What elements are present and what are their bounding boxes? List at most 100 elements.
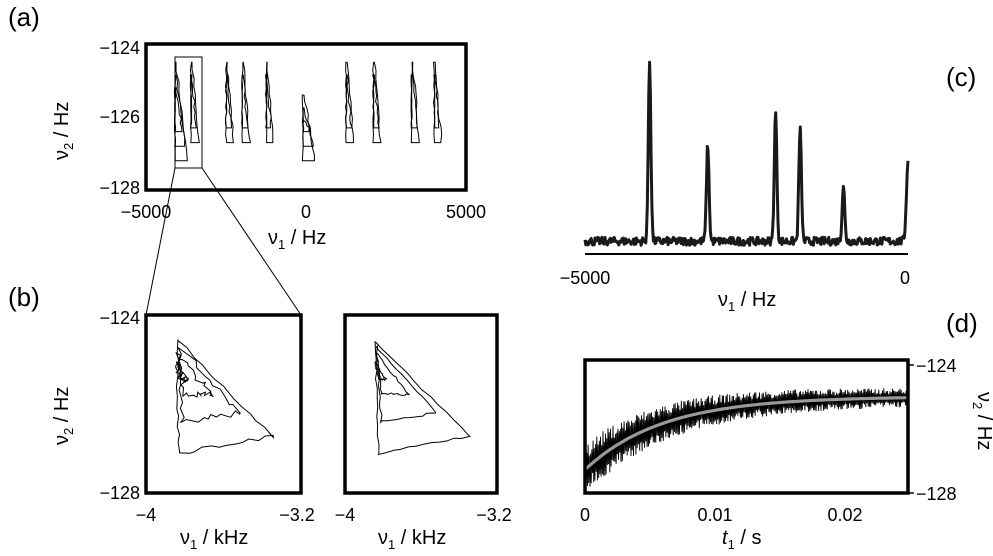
panel-a-ylabel: ν2 / Hz <box>51 102 76 160</box>
panel-d-ytick-1: −124 <box>916 356 957 376</box>
panel-a-contour-2-0 <box>224 61 234 144</box>
panel-b-left-xtick-1: −4 <box>136 505 157 525</box>
panel-b-right-contour-2 <box>375 352 410 396</box>
panel-d-data-trace <box>585 388 908 488</box>
zoom-box <box>174 56 203 169</box>
panel-a-ytick-3: −128 <box>99 178 140 198</box>
panel-a-ytick-1: −124 <box>99 38 140 58</box>
panel-a-xtick-3: 5000 <box>446 202 486 222</box>
panel-a-contour-3-1 <box>241 74 249 129</box>
panel-a-contour-8-0 <box>410 61 420 144</box>
panel-b-left-contours <box>175 339 274 454</box>
panel-a-contour-9-1 <box>433 74 440 129</box>
panel-a-contour-0-1 <box>173 74 186 147</box>
panel-b-right-xlabel-main: ν <box>378 527 388 549</box>
panel-a-contour-7-0 <box>372 61 382 144</box>
panel-b-left-contour-1 <box>176 346 241 424</box>
panel-a-contour-6-0 <box>345 61 355 144</box>
panel-b-left-xtick-2: −3.2 <box>279 505 315 525</box>
panel-d-xtick-2: 0.01 <box>697 505 732 525</box>
panel-d-xlabel: t1 / s <box>722 527 761 552</box>
panel-d-xlabel-sub: 1 <box>728 537 735 552</box>
panel-a-ylabel-unit: / Hz <box>51 102 73 143</box>
panel-b-right-xlabel-unit: / kHz <box>395 527 446 549</box>
panel-d-xlabel-unit: / s <box>735 527 762 549</box>
panel-d-ylabel: ν2 / Hz <box>970 392 993 450</box>
panel-b-right-xtick-2: −3.2 <box>476 505 512 525</box>
panel-a-contour-1-0 <box>189 61 200 144</box>
panel-a-contour-5-2 <box>301 120 312 133</box>
panel-b-left-ylabel-sub: 2 <box>61 428 76 435</box>
panel-a-label: (a) <box>8 2 40 32</box>
panel-c-xlabel-main: ν <box>718 289 728 311</box>
panel-c-xlabel: ν1 / Hz <box>718 289 776 314</box>
panel-a-frame <box>144 42 468 192</box>
panel-b-left-contour-0 <box>175 339 274 454</box>
panel-b-left-ylabel-unit: / Hz <box>51 387 73 428</box>
panel-b-right-contour-0 <box>374 340 471 456</box>
panel-c-spectrum <box>583 60 910 247</box>
panel-c-label: (c) <box>946 62 976 92</box>
panel-d-fit-curve <box>585 396 908 471</box>
panel-d-ylabel-sub: 2 <box>970 402 985 409</box>
panel-d-label: (d) <box>946 308 978 338</box>
panel-b-right-xlabel-sub: 1 <box>388 537 395 552</box>
panel-a-contour-4-1 <box>264 74 272 129</box>
panel-b-right-xlabel: ν1 / kHz <box>378 527 446 552</box>
panel-a-ytick-2: −126 <box>99 107 140 127</box>
panel-d-ylabel-main: ν <box>973 392 993 402</box>
panel-b-left-xlabel-unit: / kHz <box>197 527 248 549</box>
panel-d-ylabel-unit: / Hz <box>973 409 993 450</box>
panel-c-xtick-1: −5000 <box>560 268 611 288</box>
panel-b: (b) −124 −128 −4 −3.2 ν1 / kHz ν2 / Hz −… <box>8 282 512 552</box>
panel-a-contours <box>173 61 443 162</box>
panel-c: (c) −5000 0 ν1 / Hz <box>560 60 976 314</box>
panel-d-xlabel-main: t <box>722 527 729 549</box>
panel-b-right-contour-1 <box>375 344 436 424</box>
panel-a-contour-5-1 <box>302 107 314 147</box>
panel-c-xtick-2: 0 <box>900 268 910 288</box>
panel-b-right-frame <box>343 313 499 495</box>
panel-b-left-contour-3 <box>175 361 189 383</box>
panel-c-xlabel-unit: / Hz <box>735 289 776 311</box>
panel-a-contour-6-1 <box>344 74 353 129</box>
panel-b-right-xtick-1: −4 <box>335 505 356 525</box>
panel-a-xlabel-unit: / Hz <box>285 227 326 249</box>
panel-a-contour-1-1 <box>189 74 197 129</box>
panel-b-left-ylabel: ν2 / Hz <box>51 387 76 445</box>
panel-a-contour-7-1 <box>372 74 380 129</box>
panel-b-left-xlabel-sub: 1 <box>190 537 197 552</box>
panel-d: (d) −124 −128 0 0.01 0.02 t1 / s ν2 / Hz <box>580 308 993 552</box>
panel-a-xlabel-sub: 1 <box>278 237 285 252</box>
panel-a: (a) −124 −126 −128 −5000 0 5000 ν1 / Hz … <box>8 2 486 252</box>
panel-c-xlabel-sub: 1 <box>728 299 735 314</box>
panel-d-xtick-3: 0.02 <box>827 505 862 525</box>
panel-d-frame <box>583 358 910 495</box>
zoom-connector-right <box>201 167 302 316</box>
panel-b-left-ytick-2: −128 <box>99 483 140 503</box>
panel-a-ylabel-main: ν <box>51 150 73 160</box>
panel-a-contour-5-0 <box>301 94 316 162</box>
panel-a-contour-8-1 <box>410 74 418 129</box>
zoom-connector-left <box>145 167 176 316</box>
panel-b-left-ytick-1: −124 <box>99 308 140 328</box>
panel-a-xlabel-main: ν <box>268 227 278 249</box>
panel-a-xtick-1: −5000 <box>121 202 172 222</box>
panel-b-left-xlabel: ν1 / kHz <box>180 527 248 552</box>
panel-a-ylabel-sub: 2 <box>61 143 76 150</box>
panel-b-left-frame <box>144 313 303 495</box>
panel-b-left-contour-2 <box>175 351 214 398</box>
panel-b-label: (b) <box>8 282 40 312</box>
panel-b-right-contours <box>374 340 471 456</box>
panel-d-ytick-2: −128 <box>916 484 957 504</box>
panel-a-contour-3-0 <box>241 61 252 144</box>
panel-b-left-ylabel-main: ν <box>51 435 73 445</box>
panel-b-left-xlabel-main: ν <box>180 527 190 549</box>
panel-a-contour-2-1 <box>224 74 233 129</box>
panel-b-right-contour-3 <box>374 360 388 381</box>
panel-a-xlabel: ν1 / Hz <box>268 227 326 252</box>
panel-d-xtick-1: 0 <box>580 505 590 525</box>
panel-a-contour-9-0 <box>432 61 443 144</box>
panel-a-xtick-2: 0 <box>301 202 311 222</box>
